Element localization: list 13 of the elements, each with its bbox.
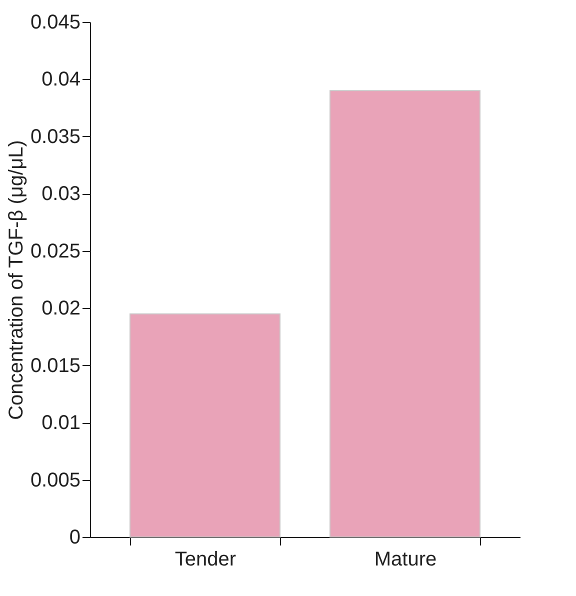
y-tick-label: 0.015	[30, 354, 80, 377]
y-tick-label: 0.02	[42, 298, 80, 320]
y-tick-label: 0	[69, 526, 80, 548]
y-tick-label: 0.005	[30, 469, 80, 492]
y-tick-label: 0.04	[42, 68, 80, 91]
y-axis-title: Concentration of TGF-β (μg/μL)	[5, 140, 28, 420]
y-tick-label: 0.045	[30, 12, 80, 34]
y-tick-label: 0.025	[30, 240, 80, 262]
y-tick-label: 0.03	[42, 183, 80, 206]
y-tick-label: 0.035	[30, 126, 80, 148]
x-tick-label: Tender	[174, 548, 236, 570]
y-tick-label: 0.01	[42, 412, 80, 434]
x-tick-label: Mature	[374, 548, 437, 570]
